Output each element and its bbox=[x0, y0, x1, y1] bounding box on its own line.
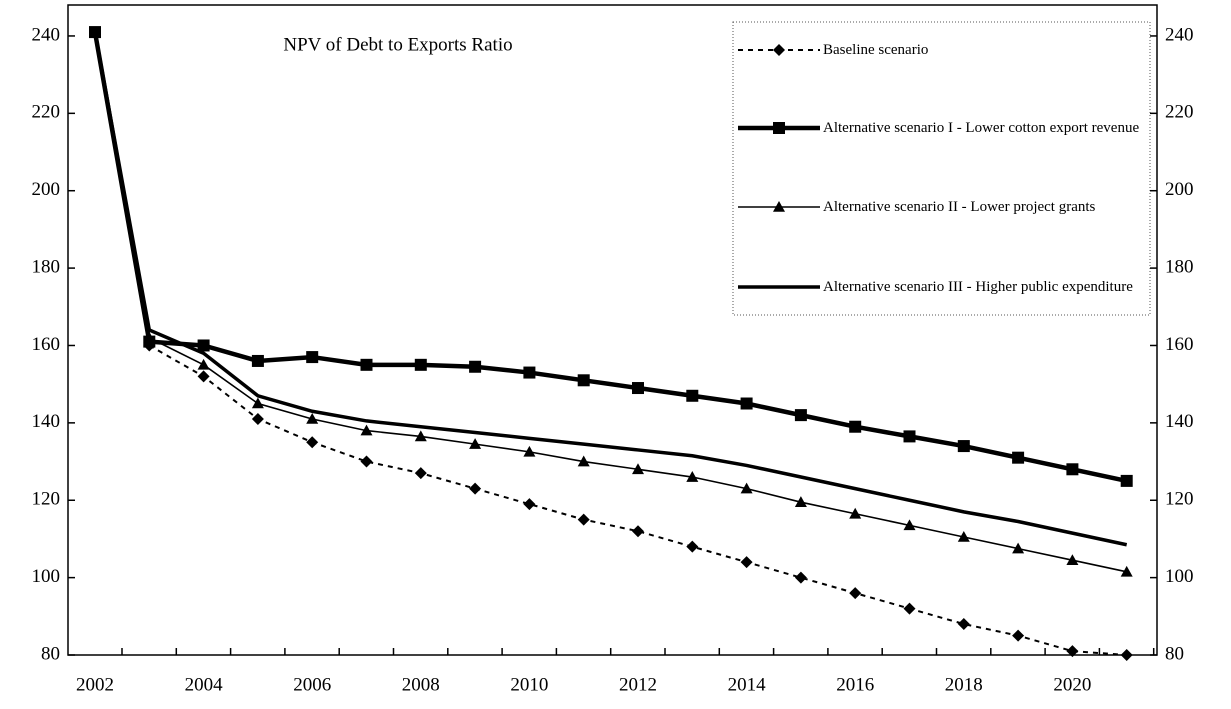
marker bbox=[773, 44, 785, 56]
x-tick-label: 2016 bbox=[836, 674, 874, 695]
y2-tick-label: 160 bbox=[1165, 334, 1194, 355]
marker bbox=[360, 424, 373, 436]
marker bbox=[1012, 451, 1025, 464]
legend-label: Alternative scenario III - Higher public… bbox=[823, 279, 1133, 295]
marker bbox=[1066, 554, 1079, 566]
marker bbox=[1066, 645, 1079, 658]
y2-tick-label: 140 bbox=[1165, 411, 1194, 432]
marker bbox=[523, 366, 536, 379]
y2-tick-label: 200 bbox=[1165, 179, 1194, 200]
marker bbox=[903, 430, 916, 443]
series-line bbox=[92, 31, 1128, 484]
marker bbox=[251, 354, 264, 367]
marker bbox=[197, 358, 210, 370]
y-tick-label: 120 bbox=[32, 489, 61, 510]
x-tick-label: 2014 bbox=[728, 674, 767, 695]
marker bbox=[469, 360, 482, 373]
y-tick-label: 80 bbox=[41, 643, 60, 664]
y-tick-label: 140 bbox=[32, 411, 61, 432]
x-tick-label: 2004 bbox=[185, 674, 224, 695]
y-tick-label: 220 bbox=[32, 102, 61, 123]
marker bbox=[577, 374, 590, 387]
marker bbox=[1120, 565, 1133, 577]
marker bbox=[1120, 649, 1133, 661]
marker bbox=[686, 389, 699, 402]
y2-tick-label: 220 bbox=[1165, 102, 1194, 123]
marker bbox=[686, 540, 699, 553]
marker bbox=[360, 455, 373, 468]
marker bbox=[849, 507, 862, 519]
marker bbox=[469, 482, 482, 495]
marker bbox=[577, 513, 590, 526]
marker bbox=[360, 358, 373, 371]
y2-tick-label: 100 bbox=[1165, 566, 1194, 587]
marker bbox=[773, 122, 785, 134]
x-tick-label: 2008 bbox=[402, 674, 440, 695]
y2-tick-label: 240 bbox=[1165, 24, 1194, 45]
marker bbox=[523, 445, 536, 457]
marker bbox=[197, 339, 210, 352]
marker bbox=[740, 397, 753, 410]
marker bbox=[1066, 463, 1079, 476]
marker bbox=[773, 201, 785, 212]
x-tick-label: 2006 bbox=[293, 674, 331, 695]
marker bbox=[849, 587, 862, 600]
marker bbox=[469, 438, 482, 449]
legend-label: Baseline scenario bbox=[823, 42, 929, 58]
marker bbox=[1120, 474, 1133, 487]
marker bbox=[251, 412, 264, 425]
legend-box bbox=[732, 21, 1151, 316]
marker bbox=[197, 370, 210, 383]
marker bbox=[849, 420, 862, 433]
marker bbox=[523, 498, 536, 511]
marker bbox=[414, 358, 427, 371]
legend-label: Alternative scenario I - Lower cotton ex… bbox=[823, 120, 1140, 136]
marker bbox=[740, 482, 753, 494]
marker bbox=[632, 525, 644, 538]
marker bbox=[306, 351, 319, 364]
y2-tick-label: 180 bbox=[1165, 256, 1194, 277]
marker bbox=[414, 467, 427, 480]
y-tick-label: 180 bbox=[32, 256, 61, 277]
marker bbox=[903, 602, 916, 615]
marker bbox=[143, 331, 156, 343]
y-tick-label: 100 bbox=[32, 566, 61, 587]
marker bbox=[903, 519, 916, 531]
marker bbox=[1012, 542, 1025, 554]
plot-frame bbox=[67, 4, 1158, 656]
marker bbox=[1012, 629, 1025, 642]
marker bbox=[577, 455, 590, 467]
marker bbox=[632, 382, 644, 395]
series-line bbox=[93, 31, 1128, 547]
marker bbox=[794, 409, 807, 422]
marker bbox=[686, 471, 699, 482]
marker bbox=[251, 397, 264, 409]
y2-tick-label: 120 bbox=[1165, 489, 1194, 510]
x-tick-label: 2012 bbox=[619, 674, 657, 695]
y-tick-label: 160 bbox=[32, 334, 61, 355]
marker bbox=[632, 463, 644, 475]
y-tick-label: 200 bbox=[32, 179, 61, 200]
marker bbox=[414, 430, 427, 442]
marker bbox=[957, 618, 970, 631]
marker bbox=[794, 496, 807, 507]
marker bbox=[740, 556, 753, 569]
marker bbox=[306, 412, 319, 424]
legend-label: Alternative scenario II - Lower project … bbox=[823, 199, 1096, 215]
y-tick-label: 240 bbox=[32, 24, 61, 45]
chart-title: NPV of Debt to Exports Ratio bbox=[283, 34, 512, 55]
marker bbox=[957, 440, 970, 453]
x-tick-label: 2010 bbox=[510, 674, 548, 695]
marker bbox=[957, 530, 970, 542]
x-tick-label: 2018 bbox=[945, 674, 983, 695]
x-tick-label: 2002 bbox=[76, 674, 114, 695]
x-tick-label: 2020 bbox=[1053, 674, 1091, 695]
y2-tick-label: 80 bbox=[1165, 643, 1184, 664]
marker bbox=[306, 436, 319, 449]
marker bbox=[794, 571, 807, 584]
